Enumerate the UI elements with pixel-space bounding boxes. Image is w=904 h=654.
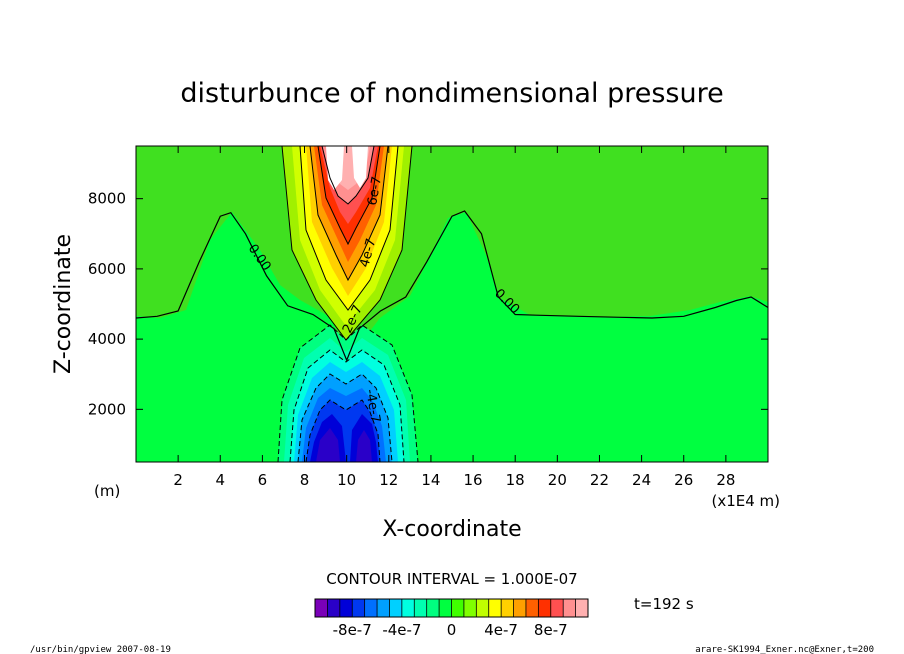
contour-interval-label: CONTOUR INTERVAL = 1.000E-07 bbox=[326, 570, 577, 588]
colorbar-swatch bbox=[451, 599, 465, 617]
colorbar-swatch bbox=[513, 599, 527, 617]
time-label: t=192 s bbox=[634, 595, 694, 613]
x-tick-label: 12 bbox=[379, 471, 398, 489]
colorbar-swatch bbox=[364, 599, 378, 617]
y-tick-label: 6000 bbox=[88, 260, 126, 278]
colorbar-swatch bbox=[352, 599, 365, 617]
x-tick-label: 2 bbox=[173, 471, 183, 489]
y-tick-label: 8000 bbox=[88, 190, 126, 208]
colorbar-tick-label: -4e-7 bbox=[382, 621, 421, 639]
negative-core-left bbox=[316, 428, 340, 462]
colorbar-swatch bbox=[463, 599, 477, 617]
colorbar-swatch bbox=[525, 599, 539, 617]
positive-contour-1 bbox=[281, 146, 413, 341]
x-axis: 2 4 6 8 10 12 14 16 18 20 22 24 26 28 bbox=[173, 146, 735, 489]
x-tick-label: 8 bbox=[300, 471, 310, 489]
x-tick-label: 24 bbox=[632, 471, 651, 489]
plot-frame bbox=[135, 145, 769, 463]
colorbar-swatch bbox=[550, 599, 564, 617]
x-tick-label: 16 bbox=[464, 471, 483, 489]
colorbar-swatch bbox=[389, 599, 403, 617]
colorbar-swatch bbox=[327, 599, 341, 617]
colorbar-swatch bbox=[575, 599, 589, 617]
x-tick-label: 26 bbox=[674, 471, 693, 489]
y-axis: 2000 4000 6000 8000 bbox=[88, 190, 768, 418]
negative-contour-2 bbox=[289, 349, 405, 462]
y-axis-label: Z-coordinate bbox=[51, 234, 76, 374]
x-tick-label: 4 bbox=[215, 471, 225, 489]
x-unit-label: (m) bbox=[94, 482, 120, 500]
x-scale-label: (x1E4 m) bbox=[711, 492, 780, 510]
plot-area bbox=[136, 146, 768, 462]
colorbar-swatch bbox=[414, 599, 427, 617]
x-tick-label: 14 bbox=[421, 471, 440, 489]
footer-left: /usr/bin/gpview 2007-08-19 bbox=[30, 645, 171, 654]
positive-contours bbox=[281, 146, 413, 341]
zero-contour-line bbox=[136, 210, 768, 362]
positive-core-right bbox=[352, 146, 368, 188]
positive-contour-2 bbox=[299, 146, 399, 311]
x-tick-label: 22 bbox=[590, 471, 609, 489]
footer-right: arare-SK1994_Exner.nc@Exner,t=200 bbox=[695, 645, 874, 654]
positive-contour-4 bbox=[317, 146, 381, 246]
colorbar-swatch bbox=[315, 599, 328, 617]
x-tick-label: 10 bbox=[337, 471, 356, 489]
x-tick-label: 20 bbox=[548, 471, 567, 489]
colorbar-swatch bbox=[439, 599, 452, 617]
colorbar-swatch bbox=[563, 599, 576, 617]
colorbar-frame bbox=[314, 598, 589, 618]
x-axis-label: X-coordinate bbox=[382, 517, 521, 542]
contour-label-6e-7: 6e-7 bbox=[365, 175, 385, 206]
y-tick-label: 2000 bbox=[88, 400, 126, 418]
contour-label-4e-7: 4e-7 bbox=[357, 237, 379, 269]
colorbar-tick-label: -8e-7 bbox=[333, 621, 372, 639]
positive-contour-5 bbox=[321, 146, 375, 205]
x-tick-label: 18 bbox=[506, 471, 525, 489]
colorbar-swatch bbox=[339, 599, 353, 617]
negative-contour-3 bbox=[297, 373, 393, 462]
colorbar-swatch bbox=[476, 599, 490, 617]
colorbar-tick-label: 0 bbox=[447, 621, 457, 639]
colorbar-swatch bbox=[488, 599, 502, 617]
y-tick-label: 4000 bbox=[88, 330, 126, 348]
colorbar-swatch bbox=[426, 599, 440, 617]
colorbar-tick-labels: -8e-7 -4e-7 0 4e-7 8e-7 bbox=[333, 621, 568, 639]
negative-contour-4 bbox=[305, 399, 381, 462]
negative-core-right bbox=[356, 430, 372, 462]
colorbar-swatch bbox=[501, 599, 514, 617]
colorbar-swatch bbox=[377, 599, 390, 617]
colorbar-swatch bbox=[401, 599, 415, 617]
colorbar-tick-label: 8e-7 bbox=[534, 621, 568, 639]
contour-label-neg-4e-7: -4e-7 bbox=[362, 388, 383, 424]
colorbar-swatch bbox=[538, 599, 552, 617]
colorbar-tick-label: 4e-7 bbox=[484, 621, 518, 639]
x-tick-label: 6 bbox=[258, 471, 268, 489]
colorbar bbox=[314, 598, 589, 618]
positive-contour-3 bbox=[309, 146, 389, 282]
chart-title: disturbunce of nondimensional pressure bbox=[180, 78, 723, 109]
x-tick-label: 28 bbox=[716, 471, 735, 489]
